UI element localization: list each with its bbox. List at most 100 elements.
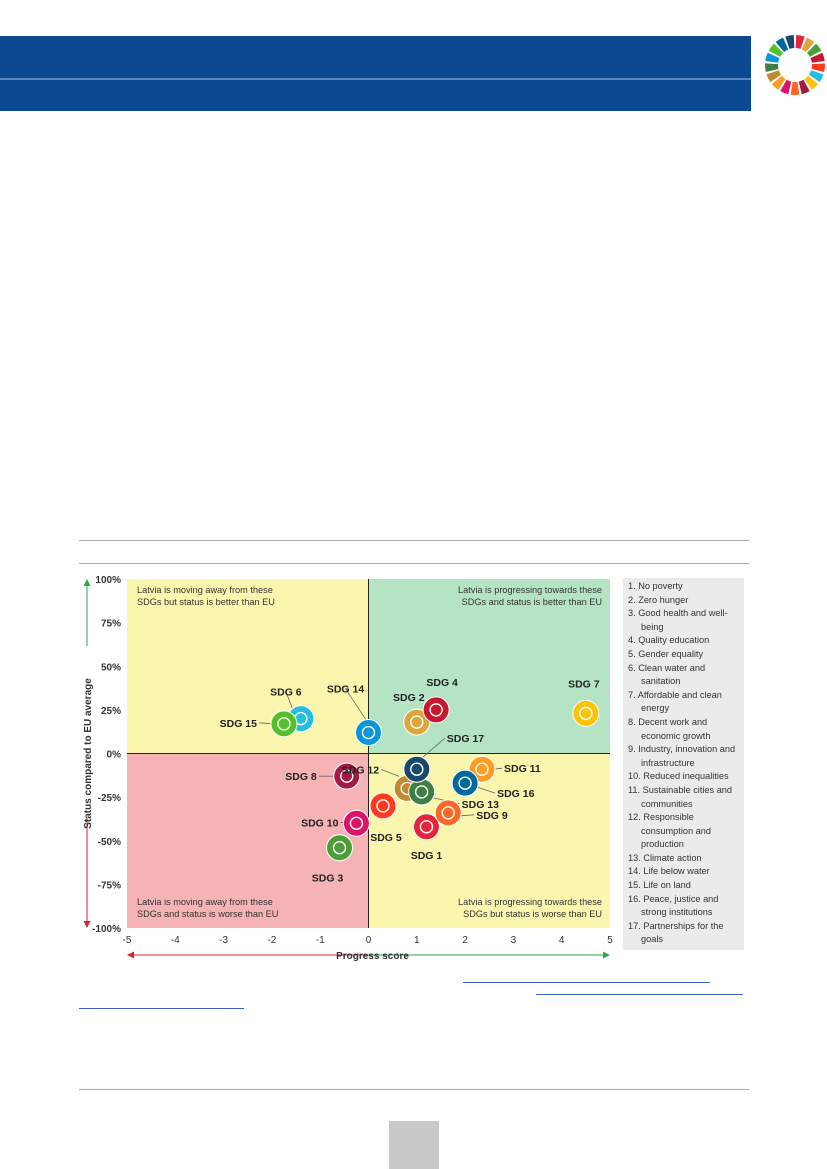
legend-item: 10. Reduced inequalities [628,771,729,782]
sdg-wheel-segment [768,43,784,57]
header-band-bottom [0,80,751,111]
sdg-13-label: SDG 13 [462,799,500,811]
legend-item: 17. Partnerships for the [628,920,724,931]
sdg-wheel-segment [765,52,780,63]
quadrant-top-left-text-line2: SDGs but status is better than EU [137,597,275,607]
sdg-wheel-logo [765,35,825,95]
city-icon [475,762,489,776]
source-link-underline-2[interactable] [536,994,743,995]
legend-item: 14. Life below water [628,866,710,877]
x-tick-label: -3 [219,935,228,946]
quadrant-bottom-right-text-line2: SDGs but status is worse than EU [463,909,602,919]
sdg-10-point [342,809,370,837]
legend-list: 1. No poverty 2. Zero hunger 3. Good healt… [623,578,744,947]
source-link-underline-3[interactable] [79,1008,244,1009]
y-axis-title: Status compared to EU average [83,678,94,829]
sdg-wheel-segment [775,37,789,52]
growth-chart-icon [340,769,354,783]
legend-item: communities [641,798,693,809]
heartbeat-icon [332,841,347,855]
eye-globe-icon [414,785,429,799]
scatter-chart: -5 -4 -3 -2 -1 0 1 2 3 4 5 100% 75% 50% 25% 0% -25% -50% -… [81,575,613,962]
sdg-7-point [572,699,600,727]
legend-item: 3. Good health and well- [628,608,728,619]
legend-item: 4. Quality education [628,635,710,646]
sdg-14-point [355,719,382,747]
sdg-wheel-segment [806,43,822,57]
sdg-14-label: SDG 14 [327,684,365,696]
legend-item: sanitation [641,676,681,687]
sdg-16-point [451,769,479,797]
equality-icon [349,816,364,830]
sdg-2-label: SDG 2 [393,692,425,704]
figure-top-rule [79,540,749,541]
legend-item: 11. Sustainable cities and [628,784,733,795]
y-tick-label: -100% [92,924,121,935]
legend-item: energy [641,703,670,714]
sdg-wheel-segment [808,70,824,83]
sdg-13-point [408,778,436,806]
x-tick-label: -5 [123,935,132,946]
header-separator [0,78,751,80]
sdg-15-point [270,710,298,738]
legend-item: goals [641,934,663,945]
quadrant-top-left [127,579,369,754]
sdg-6-leader-line [285,691,294,710]
sdg-4-label: SDG 4 [426,677,458,689]
legend-item: economic growth [641,730,711,741]
sdg-7-label: SDG 7 [568,678,600,690]
sdg-3-label: SDG 3 [312,873,344,885]
bowl-icon [410,715,424,729]
sdg-16-label: SDG 16 [497,788,535,800]
footer-rule [79,1089,749,1090]
legend-item: 8. Decent work and [628,716,708,727]
sdg-8-label: SDG 8 [285,771,317,783]
sdg-wheel-segment [790,81,800,95]
x-tick-label: 0 [366,935,372,946]
arrow-down-icon [83,921,91,928]
tree-icon [277,717,291,731]
sdg-15-label: SDG 15 [220,718,258,730]
y-axis-title-backdrop [81,646,93,818]
legend-item: production [641,839,684,850]
sdg-1-label: SDG 1 [411,850,443,862]
sdg-wheel-segment [771,75,786,90]
sdg-16-leader-line [476,786,496,794]
source-link-underline-1[interactable] [463,982,710,983]
sdg-wheel-segment [785,35,795,49]
sdg-12-leader-line [380,769,400,777]
sdg-17-leader-line [422,737,446,758]
sdg-scatter-figure: -5 -4 -3 -2 -1 0 1 2 3 4 5 100% 75% 50% 25% 0% -25% -50% -… [79,566,749,966]
legend-item: being [641,621,664,632]
sdg-8-point [333,762,361,790]
legend-item: infrastructure [641,757,695,768]
legend-item: strong institutions [641,907,713,918]
sdg-6-label: SDG 6 [270,687,302,699]
legend-item: 7. Affordable and clean [628,689,722,700]
x-tick-label: -4 [171,935,180,946]
legend-item: 1. No poverty [628,581,683,591]
sdg-5-point [369,792,397,820]
sdg-wheel-segment [765,63,779,73]
quadrant-top-left-text-line1: Latvia is moving away from these [137,585,273,595]
quadrant-bottom-right-text-line1: Latvia is progressing towards these [458,897,602,907]
sdg-14-leader-line [345,688,367,721]
sdg-9-label: SDG 9 [476,810,508,822]
x-tick-label: -2 [267,935,276,946]
arrow-up-icon [83,579,91,586]
y-tick-label: 50% [101,662,121,673]
legend-item: 16. Peace, justice and [628,893,719,904]
arrow-left-icon [127,951,134,959]
sdg-wheel-segment [795,35,805,49]
sdg-15-leader-line [258,722,273,725]
quadrant-bottom-left-text-line1: Latvia is moving away from these [137,897,273,907]
x-axis-title: Progress score [336,951,409,962]
legend-item: 12. Responsible [628,812,694,823]
y-tick-label: 25% [101,706,121,717]
x-tick-label: 1 [414,935,420,946]
arrow-right-icon [603,951,610,959]
sdg-2-point [403,708,431,736]
y-tick-label: -25% [98,793,121,804]
x-tick-label: 4 [559,935,565,946]
y-tick-label: 0% [107,750,122,761]
